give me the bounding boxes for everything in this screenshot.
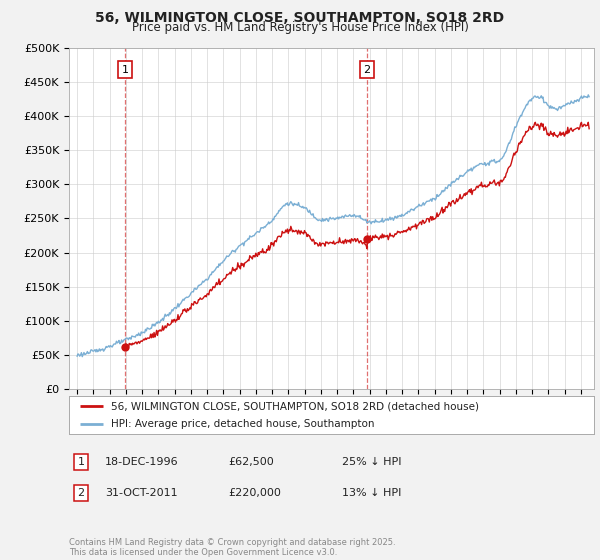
Text: 31-OCT-2011: 31-OCT-2011	[105, 488, 178, 498]
Text: 56, WILMINGTON CLOSE, SOUTHAMPTON, SO18 2RD: 56, WILMINGTON CLOSE, SOUTHAMPTON, SO18 …	[95, 12, 505, 26]
Text: 1: 1	[122, 65, 129, 75]
Text: 25% ↓ HPI: 25% ↓ HPI	[342, 457, 401, 467]
Text: 18-DEC-1996: 18-DEC-1996	[105, 457, 179, 467]
Text: 2: 2	[77, 488, 85, 498]
Text: HPI: Average price, detached house, Southampton: HPI: Average price, detached house, Sout…	[111, 419, 374, 430]
Text: 1: 1	[77, 457, 85, 467]
Text: Contains HM Land Registry data © Crown copyright and database right 2025.
This d: Contains HM Land Registry data © Crown c…	[69, 538, 395, 557]
Text: 13% ↓ HPI: 13% ↓ HPI	[342, 488, 401, 498]
Text: £62,500: £62,500	[228, 457, 274, 467]
Text: £220,000: £220,000	[228, 488, 281, 498]
Text: 56, WILMINGTON CLOSE, SOUTHAMPTON, SO18 2RD (detached house): 56, WILMINGTON CLOSE, SOUTHAMPTON, SO18 …	[111, 401, 479, 411]
Text: 2: 2	[364, 65, 370, 75]
Text: Price paid vs. HM Land Registry's House Price Index (HPI): Price paid vs. HM Land Registry's House …	[131, 21, 469, 35]
